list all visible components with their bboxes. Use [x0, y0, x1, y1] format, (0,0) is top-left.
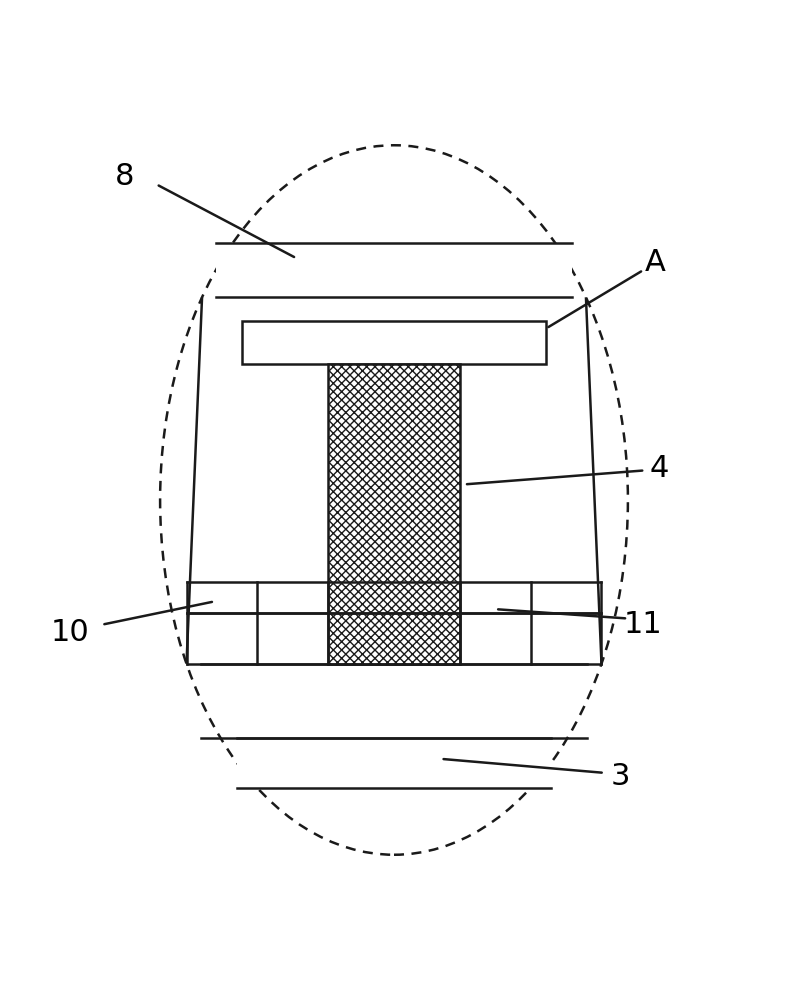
- Bar: [216, 243, 572, 297]
- Text: 3: 3: [611, 762, 630, 791]
- Text: 4: 4: [649, 454, 669, 483]
- Bar: [242, 321, 546, 364]
- Text: 11: 11: [624, 610, 663, 639]
- Bar: [328, 364, 460, 664]
- Text: 8: 8: [115, 162, 135, 191]
- Text: A: A: [645, 248, 666, 277]
- Text: 10: 10: [51, 618, 90, 647]
- Bar: [237, 738, 551, 788]
